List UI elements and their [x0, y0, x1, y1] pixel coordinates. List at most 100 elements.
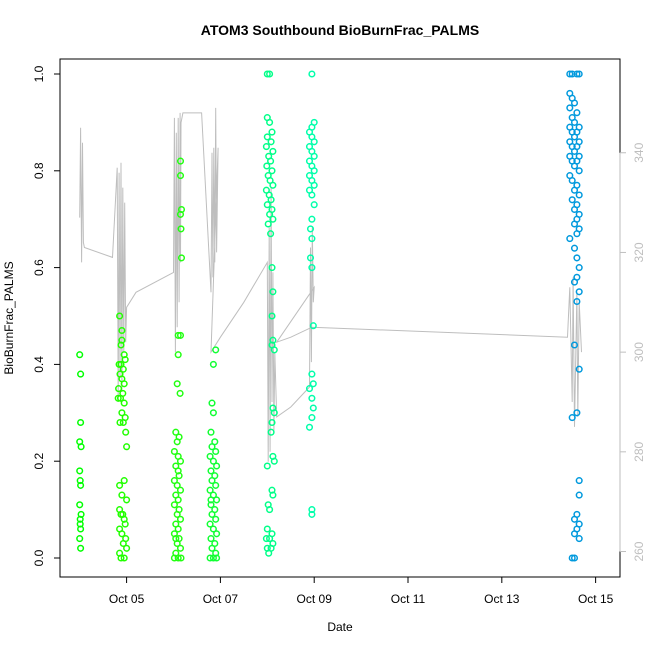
data-point — [570, 205, 579, 214]
data-point — [209, 409, 217, 417]
data-point — [308, 394, 316, 402]
data-point — [568, 70, 576, 78]
data-point — [573, 297, 581, 306]
data-point — [170, 501, 178, 509]
secondary-line-layer — [79, 107, 582, 462]
data-point — [177, 225, 185, 233]
data-point — [213, 530, 221, 538]
data-point — [262, 143, 270, 151]
data-point — [176, 331, 185, 339]
data-point — [172, 428, 180, 436]
data-point — [212, 447, 220, 456]
data-point — [573, 109, 581, 117]
data-point — [118, 530, 126, 538]
data-point — [573, 230, 581, 238]
data-point — [566, 235, 574, 243]
data-point — [118, 409, 126, 417]
data-point — [270, 409, 278, 417]
data-point — [568, 196, 576, 204]
data-point — [309, 404, 317, 412]
x-tick-label: Oct 05 — [109, 592, 145, 606]
data-point — [568, 176, 576, 185]
data-point — [266, 210, 274, 218]
data-point — [206, 486, 214, 494]
data-point — [570, 133, 579, 141]
data-point — [269, 181, 277, 189]
data-point — [213, 462, 221, 470]
data-point — [118, 491, 126, 499]
data-point — [570, 186, 579, 194]
data-point — [263, 201, 271, 209]
data-point — [176, 210, 185, 218]
data-point — [310, 181, 318, 189]
data-point — [170, 447, 178, 456]
data-point — [264, 220, 272, 228]
data-point — [266, 506, 274, 514]
data-point — [570, 220, 579, 228]
data-point — [308, 191, 316, 199]
data-point — [267, 196, 275, 204]
data-point — [306, 254, 315, 262]
data-point — [114, 394, 122, 402]
data-point — [76, 351, 84, 359]
data-point — [77, 370, 85, 378]
data-point — [119, 418, 127, 427]
data-point — [206, 554, 214, 562]
data-point — [570, 278, 579, 286]
data-point — [117, 341, 125, 349]
data-point — [76, 477, 84, 485]
plot-frame — [59, 58, 621, 578]
data-point — [310, 152, 318, 160]
data-point — [268, 128, 276, 136]
data-point — [76, 535, 84, 543]
y-tick-label: 0.8 — [32, 162, 46, 179]
data-point — [268, 418, 276, 427]
data-point — [209, 554, 217, 562]
data-point — [208, 443, 216, 451]
data-point — [120, 477, 128, 485]
y-tick-label: 0.2 — [32, 453, 46, 470]
data-point — [176, 486, 185, 494]
data-point — [208, 510, 216, 518]
data-point — [306, 225, 315, 233]
data-point — [120, 554, 128, 562]
data-point — [568, 554, 576, 562]
data-point — [309, 322, 317, 330]
data-point — [177, 554, 185, 562]
data-point — [174, 554, 182, 562]
data-point — [123, 443, 131, 451]
data-point — [308, 264, 316, 272]
x-tick-label: Oct 15 — [578, 592, 614, 606]
data-point — [267, 138, 275, 146]
x-axis-label: Date — [327, 620, 353, 634]
data-point — [573, 254, 581, 262]
chart-title: ATOM3 Southbound BioBurnFrac_PALMS — [201, 22, 479, 38]
data-point — [176, 157, 185, 165]
data-point — [305, 385, 314, 393]
data-point — [176, 457, 185, 465]
data-point — [175, 472, 183, 480]
points-layer — [76, 70, 583, 562]
x-axis: Oct 05 Oct 07 Oct 09 Oct 11 Oct 13 Oct 15 — [109, 576, 614, 606]
data-point — [266, 70, 274, 78]
data-point — [208, 477, 216, 485]
data-point — [213, 554, 221, 562]
data-point — [117, 554, 125, 562]
data-point — [176, 544, 185, 552]
data-point — [173, 481, 181, 489]
data-point — [263, 70, 271, 78]
data-point — [270, 346, 278, 354]
data-point — [212, 346, 220, 354]
data-point — [262, 535, 270, 543]
y-tick-label: 1.0 — [32, 65, 46, 82]
data-point — [570, 147, 579, 155]
data-point — [120, 399, 128, 407]
data-point — [116, 312, 124, 320]
data-point — [575, 264, 583, 272]
data-point — [570, 118, 579, 126]
data-point — [77, 544, 85, 552]
data-point — [212, 481, 220, 489]
secondary-series-line — [79, 107, 582, 462]
x-tick-label: Oct 11 — [391, 592, 426, 606]
